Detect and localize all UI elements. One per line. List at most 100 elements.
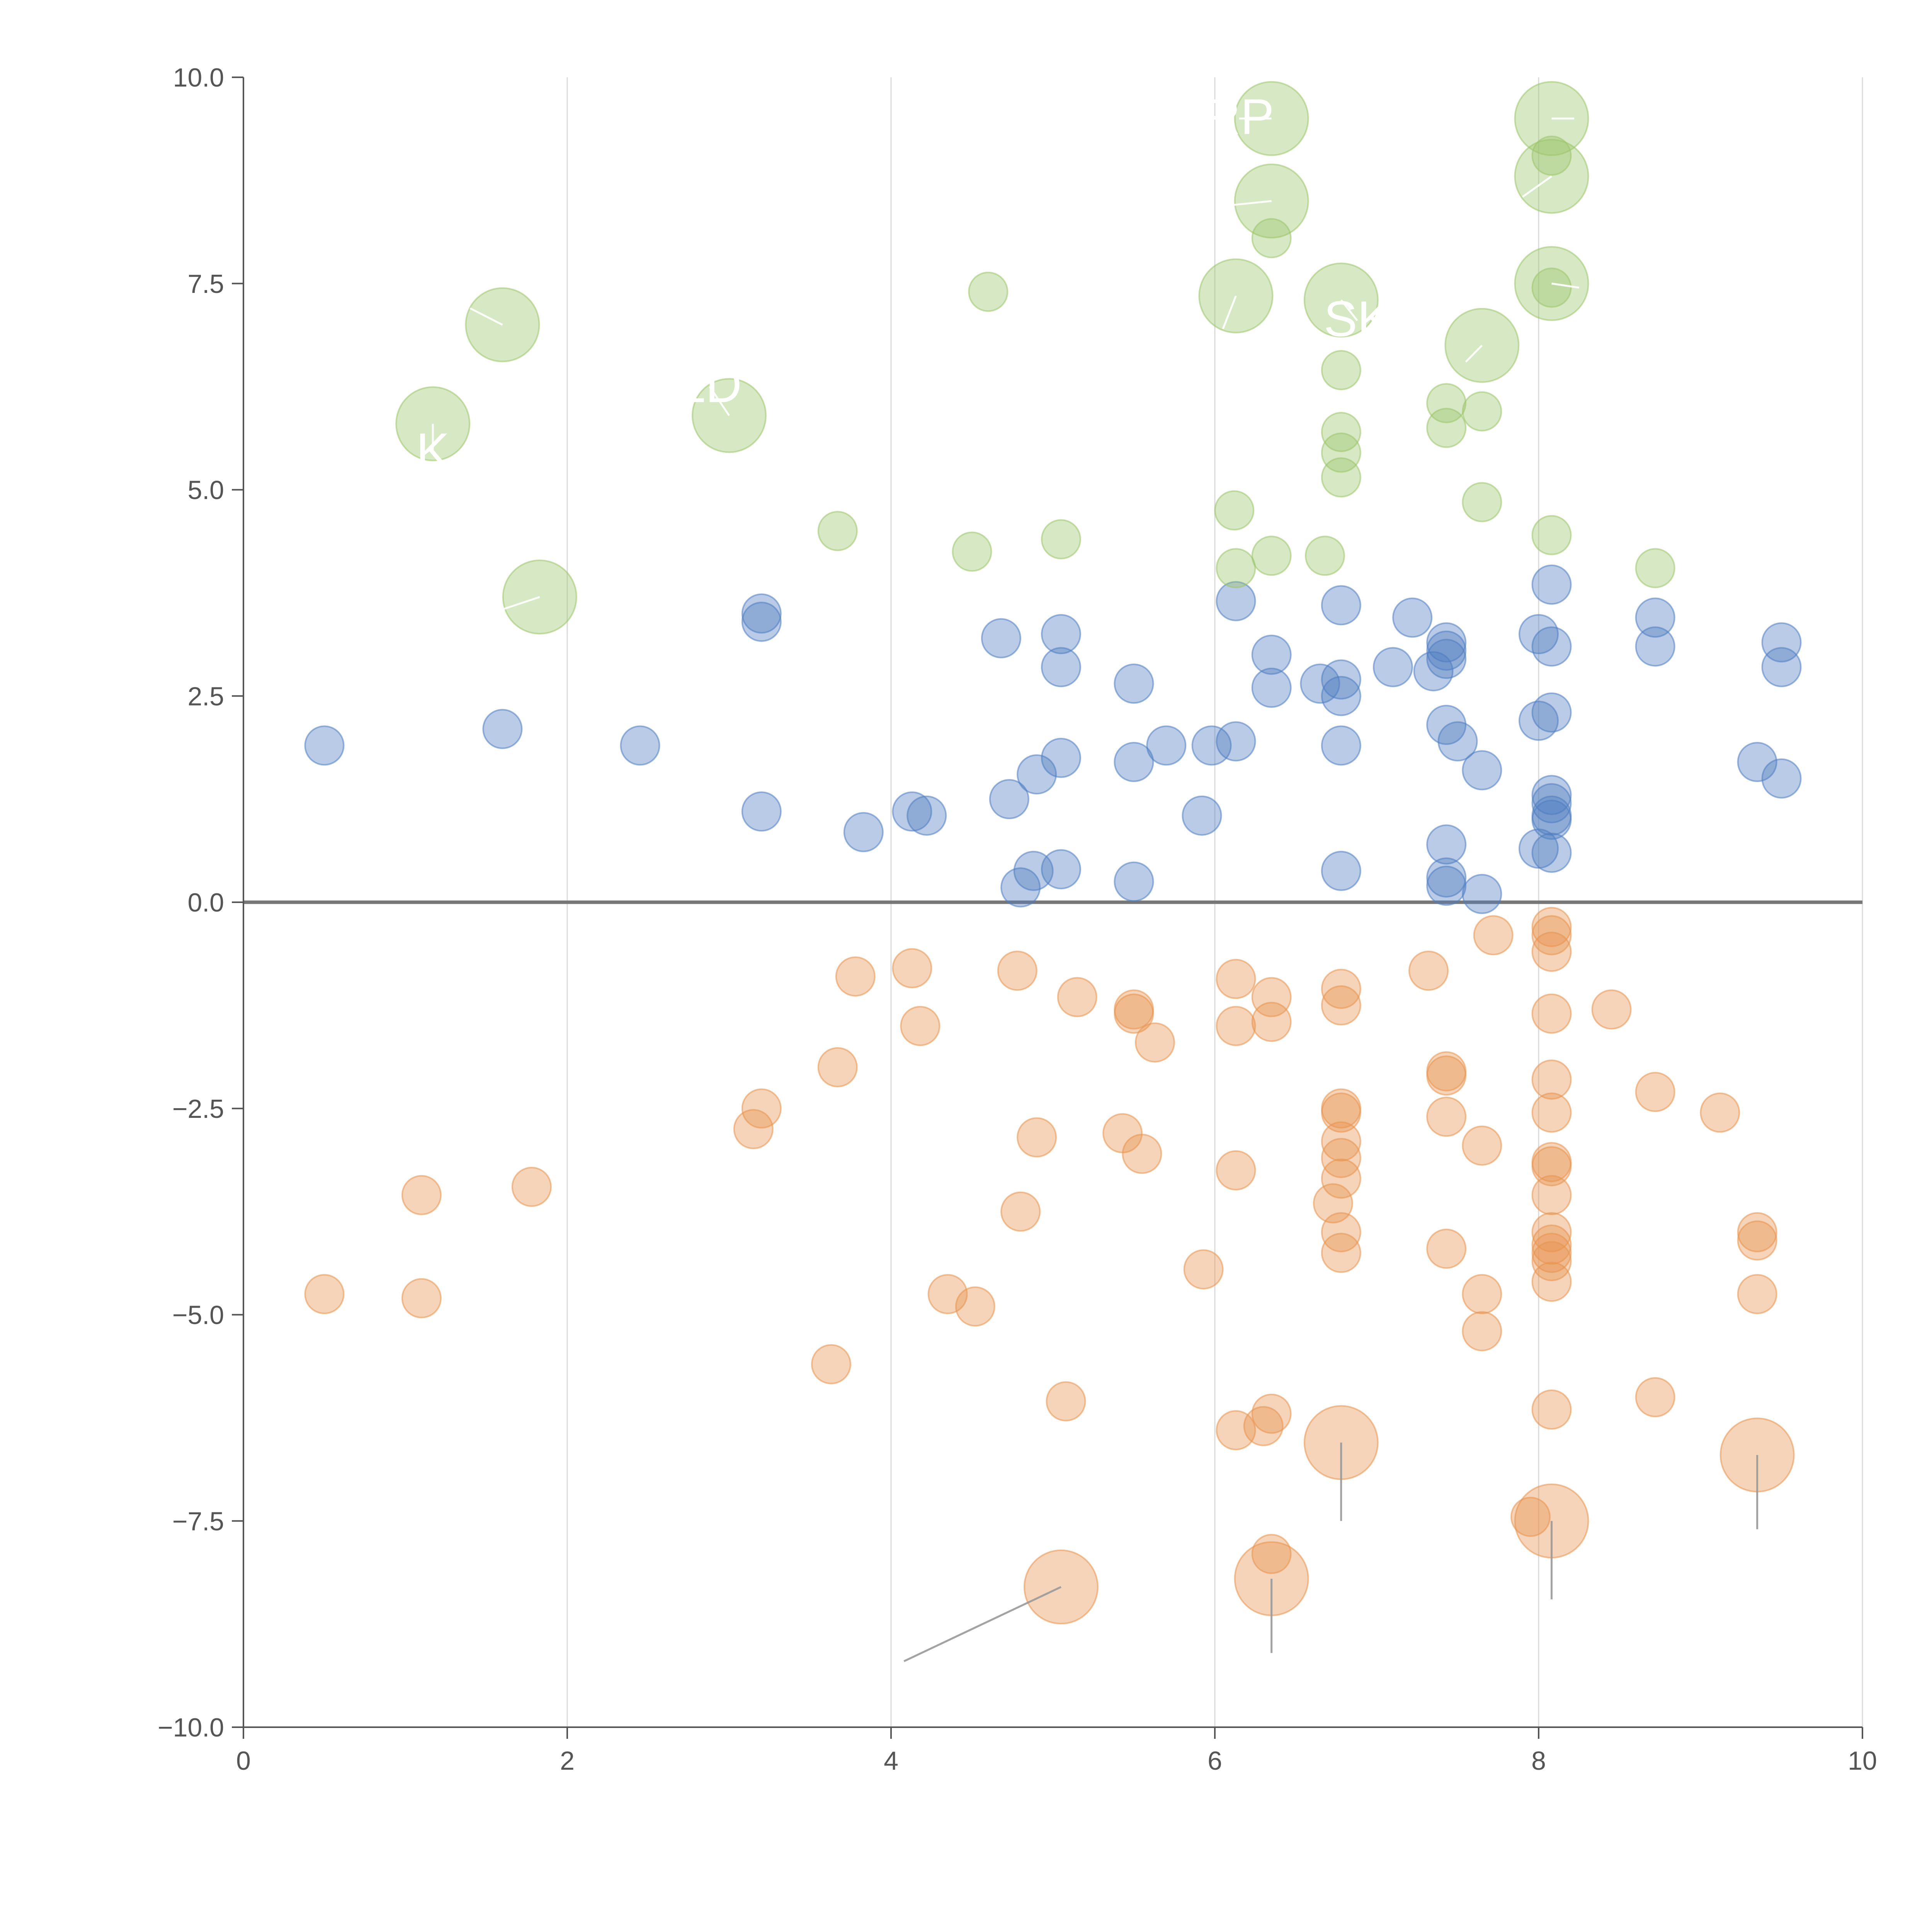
leader-line	[709, 386, 730, 416]
orange-point	[1531, 1146, 1572, 1187]
blue-point	[741, 791, 782, 832]
green-point	[1321, 350, 1361, 390]
orange-point	[1635, 1072, 1675, 1112]
blue-point	[1426, 857, 1467, 898]
blue-point	[1531, 775, 1572, 815]
leader-line	[1231, 200, 1272, 206]
orange-point	[1321, 1158, 1361, 1199]
blue-point	[1531, 832, 1572, 873]
orange-point	[511, 1167, 552, 1207]
blue-point	[1426, 630, 1467, 671]
orange-point	[1426, 1097, 1467, 1137]
y-tick-label: 7.5	[187, 269, 224, 299]
orange-point	[1251, 1393, 1292, 1434]
blue-point	[981, 618, 1021, 658]
orange-point	[1134, 1022, 1175, 1063]
leader-line	[1222, 295, 1237, 330]
blue-point	[1114, 663, 1154, 704]
blue-point	[1321, 725, 1361, 766]
green-point	[1304, 536, 1345, 576]
blue-point	[1392, 597, 1433, 638]
highlighted-points	[395, 81, 1795, 1625]
blue-point	[1462, 750, 1502, 791]
orange-point	[304, 1274, 345, 1315]
blue-point	[1462, 874, 1502, 914]
green-point	[1321, 412, 1361, 452]
leader-line	[502, 596, 540, 611]
blue-point	[1146, 725, 1187, 766]
orange-point	[1000, 1191, 1041, 1232]
blue-point	[1321, 659, 1361, 700]
orange-point	[741, 1088, 782, 1129]
leader-line	[903, 1586, 1062, 1662]
orange-point	[1122, 1134, 1162, 1174]
orange-point	[1426, 1228, 1467, 1269]
blue-point	[1761, 647, 1802, 687]
orange-point	[1321, 1092, 1361, 1133]
blue-point	[1216, 721, 1256, 762]
blue-point	[1114, 861, 1154, 902]
green-point	[1321, 457, 1361, 498]
orange-point	[1057, 977, 1097, 1017]
blue-point	[1531, 692, 1572, 733]
blue-point	[1761, 758, 1802, 799]
orange-point	[1591, 989, 1632, 1030]
blue-point	[1251, 667, 1292, 708]
blue-point	[1216, 581, 1256, 621]
blue-point	[1321, 850, 1361, 891]
y-tick-label: 2.5	[187, 682, 224, 711]
orange-point	[1635, 1377, 1675, 1417]
orange-point	[1531, 1389, 1572, 1430]
orange-point	[927, 1274, 968, 1315]
green-point	[1251, 536, 1292, 576]
orange-point	[997, 951, 1037, 991]
orange-point	[1531, 1212, 1572, 1252]
blue-point	[1761, 622, 1802, 663]
orange-point	[1531, 1225, 1572, 1265]
leader-line	[1340, 299, 1358, 321]
y-tick-label: −2.5	[172, 1094, 224, 1124]
orange-point	[1462, 1125, 1502, 1166]
point-labels: K LD RP SK	[416, 88, 1759, 1662]
leader-line	[469, 307, 503, 326]
orange-point	[1737, 1212, 1777, 1252]
blue-point	[1531, 565, 1572, 605]
blue-point	[1321, 585, 1361, 626]
orange-point	[1531, 1262, 1572, 1302]
orange-point	[1531, 1060, 1572, 1100]
point-label: K	[416, 422, 450, 479]
blue-point	[989, 779, 1029, 820]
orange-point	[1321, 1121, 1361, 1162]
orange-point	[1321, 1233, 1361, 1273]
green-point	[1321, 432, 1361, 473]
orange-point	[401, 1278, 442, 1318]
orange-point	[900, 1006, 940, 1046]
orange-point	[892, 948, 932, 988]
orange-point	[1114, 993, 1154, 1034]
blue-point	[1017, 754, 1057, 795]
y-tick-label: 5.0	[187, 476, 224, 505]
blue-point	[1531, 783, 1572, 823]
orange-point	[1046, 1381, 1086, 1422]
orange-point	[1321, 1212, 1361, 1252]
blue-point	[1426, 866, 1467, 906]
x-tick-label: 4	[884, 1746, 898, 1776]
orange-point	[955, 1286, 995, 1327]
blue-point	[1437, 721, 1478, 762]
x-tick-label: 10	[1848, 1746, 1877, 1776]
orange-point	[1473, 915, 1514, 956]
orange-point	[1251, 977, 1292, 1017]
blue-point	[906, 795, 947, 836]
blue-point	[1519, 701, 1559, 741]
point-label: LD	[678, 357, 742, 413]
orange-point	[1216, 1150, 1256, 1190]
blue-point	[620, 725, 660, 766]
green-point	[1531, 267, 1572, 308]
x-tick-label: 6	[1208, 1746, 1222, 1776]
blue-point	[1114, 742, 1154, 782]
x-tick-label: 2	[560, 1746, 575, 1776]
blue-point	[1635, 597, 1675, 638]
blue-point	[892, 791, 932, 832]
blue-point	[304, 725, 345, 766]
